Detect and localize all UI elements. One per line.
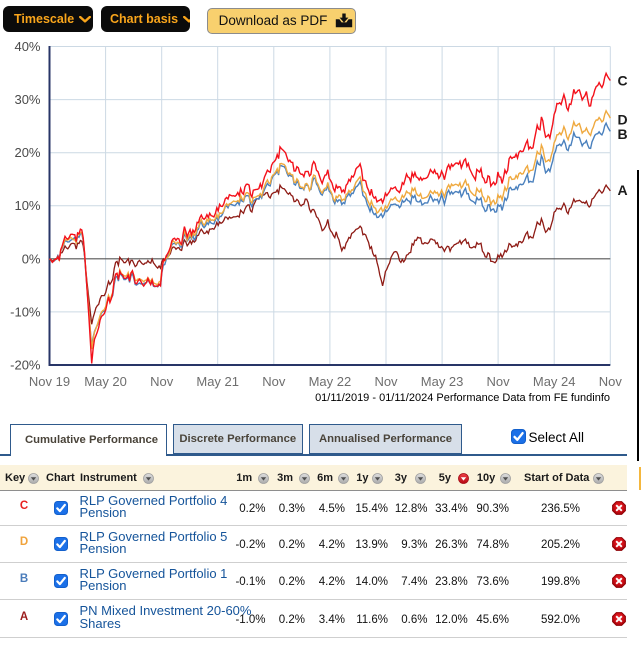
svg-text:Nov: Nov <box>150 374 174 389</box>
svg-text:Nov: Nov <box>374 374 398 389</box>
svg-text:Nov 19: Nov 19 <box>29 374 70 389</box>
svg-text:D: D <box>618 112 628 128</box>
svg-text:10%: 10% <box>14 198 40 213</box>
svg-text:01/11/2019 - 01/11/2024 Perfor: 01/11/2019 - 01/11/2024 Performance Data… <box>315 392 610 404</box>
svg-text:May 24: May 24 <box>533 374 576 389</box>
svg-text:May 22: May 22 <box>309 374 352 389</box>
svg-text:-20%: -20% <box>10 358 41 373</box>
svg-text:20%: 20% <box>14 145 40 160</box>
svg-text:May 21: May 21 <box>196 374 239 389</box>
svg-text:Nov: Nov <box>262 374 286 389</box>
svg-text:-10%: -10% <box>10 304 41 319</box>
svg-text:0%: 0% <box>22 251 41 266</box>
svg-text:B: B <box>618 126 628 142</box>
svg-text:A: A <box>618 182 628 198</box>
svg-text:May 23: May 23 <box>421 374 464 389</box>
svg-text:Nov: Nov <box>599 374 623 389</box>
svg-text:C: C <box>618 73 628 89</box>
svg-text:Nov: Nov <box>487 374 511 389</box>
svg-text:30%: 30% <box>14 92 40 107</box>
svg-text:40%: 40% <box>14 39 40 54</box>
svg-text:May 20: May 20 <box>84 374 127 389</box>
